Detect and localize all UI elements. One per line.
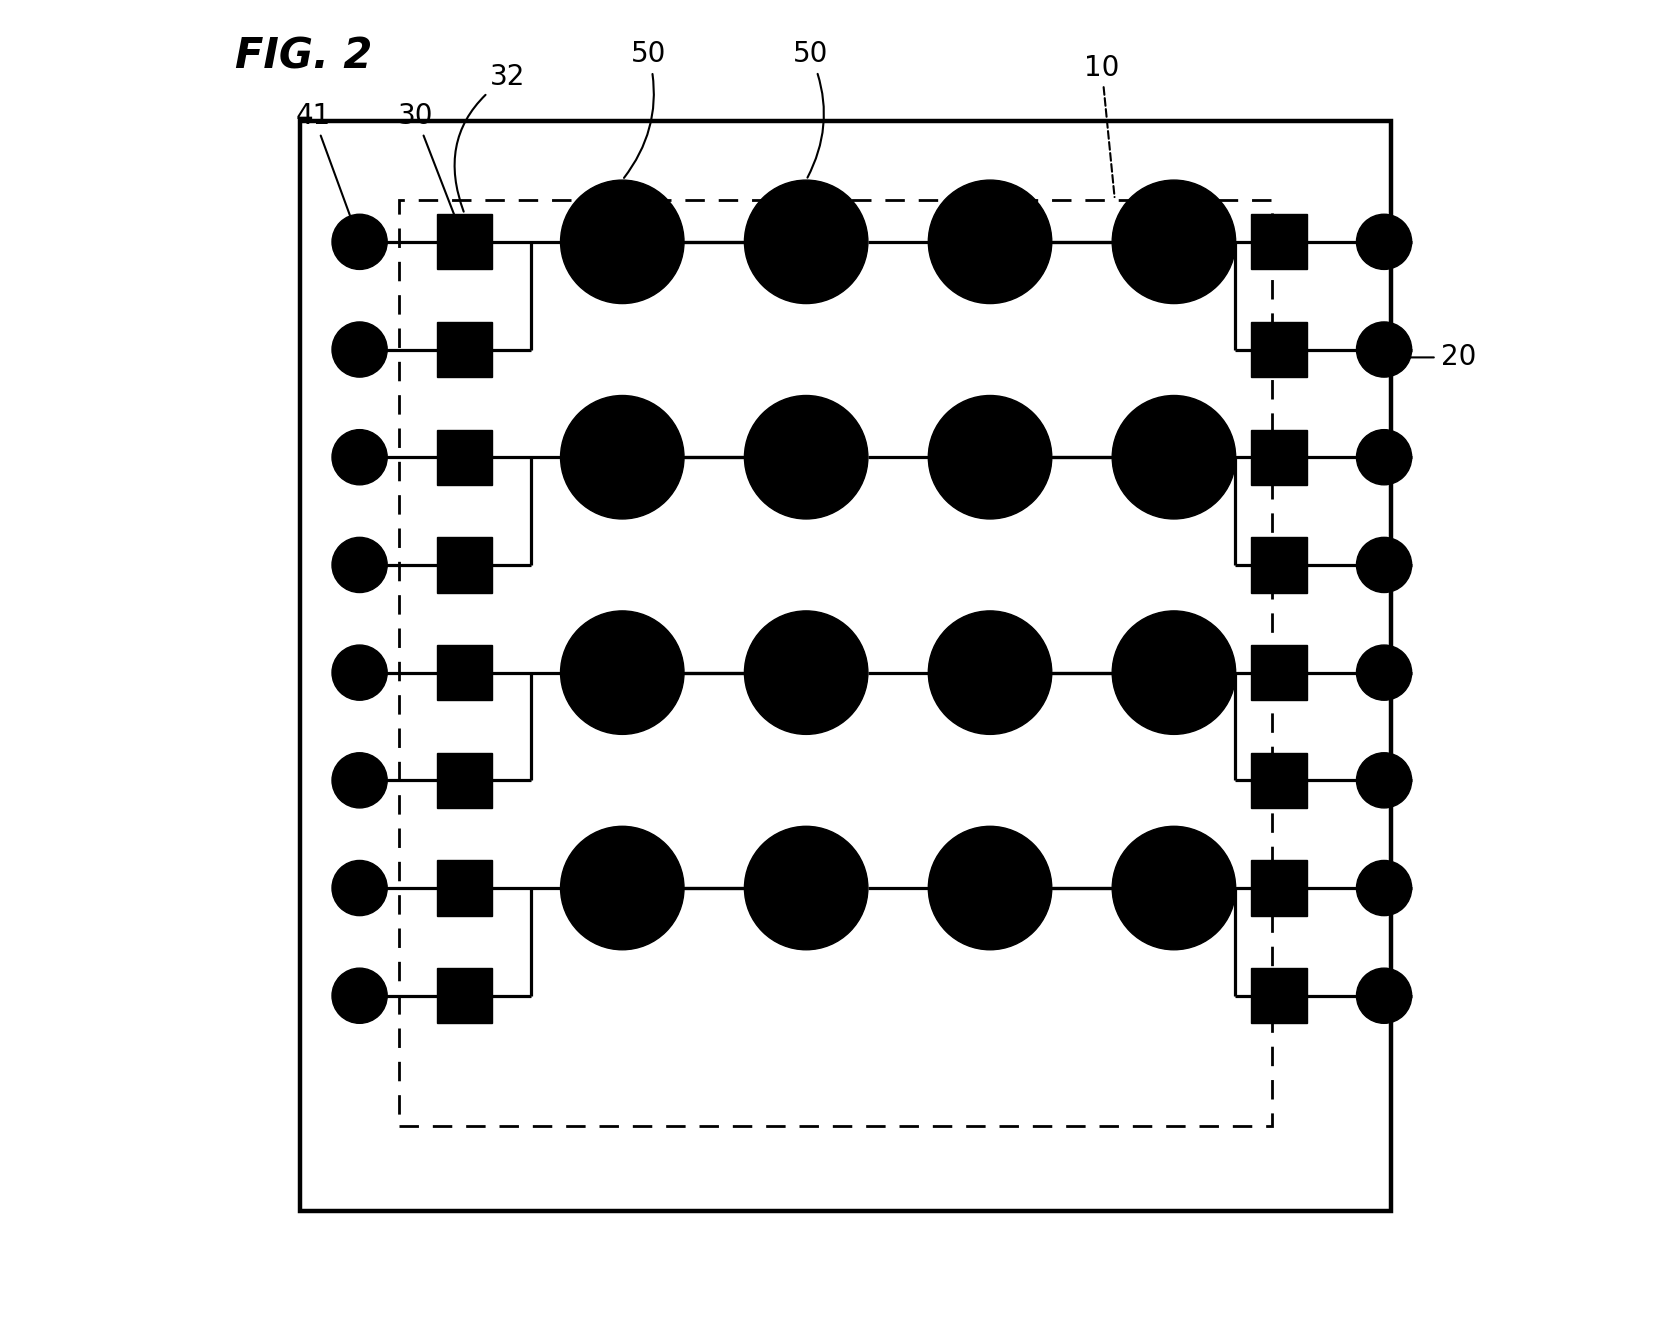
Circle shape — [1356, 968, 1411, 1024]
Text: FIG. 2: FIG. 2 — [235, 36, 373, 78]
Circle shape — [1113, 611, 1235, 735]
Bar — [300, 121, 1391, 1211]
Bar — [1252, 214, 1307, 269]
Bar — [1252, 645, 1307, 700]
Circle shape — [928, 611, 1052, 735]
Text: 10: 10 — [1084, 54, 1119, 197]
Text: 30: 30 — [398, 102, 463, 239]
Circle shape — [745, 826, 868, 950]
Circle shape — [332, 753, 388, 809]
Bar — [436, 645, 492, 700]
Circle shape — [560, 826, 685, 950]
Text: 32: 32 — [455, 63, 525, 211]
Circle shape — [928, 181, 1052, 303]
Circle shape — [1356, 214, 1411, 269]
Bar — [399, 199, 1272, 1126]
Circle shape — [560, 611, 685, 735]
Circle shape — [560, 396, 685, 518]
Text: 50: 50 — [624, 41, 666, 178]
Circle shape — [1113, 826, 1235, 950]
Circle shape — [1356, 322, 1411, 377]
Circle shape — [1113, 396, 1235, 518]
Circle shape — [745, 396, 868, 518]
Bar — [1252, 753, 1307, 809]
Circle shape — [1356, 645, 1411, 700]
Text: 50: 50 — [792, 41, 827, 178]
Circle shape — [1356, 430, 1411, 485]
Circle shape — [745, 611, 868, 735]
Circle shape — [332, 214, 388, 269]
Circle shape — [332, 430, 388, 485]
Circle shape — [928, 826, 1052, 950]
Bar — [436, 753, 492, 809]
Circle shape — [332, 968, 388, 1024]
Bar — [436, 430, 492, 485]
Circle shape — [332, 537, 388, 592]
Bar — [436, 537, 492, 592]
Circle shape — [1113, 181, 1235, 303]
Bar — [436, 322, 492, 377]
Bar — [1252, 968, 1307, 1024]
Bar — [1252, 430, 1307, 485]
Circle shape — [332, 860, 388, 915]
Bar — [1252, 537, 1307, 592]
Bar — [436, 214, 492, 269]
Circle shape — [1356, 860, 1411, 915]
Circle shape — [332, 645, 388, 700]
Circle shape — [332, 322, 388, 377]
Circle shape — [1356, 537, 1411, 592]
Circle shape — [560, 181, 685, 303]
Bar — [1252, 322, 1307, 377]
Text: 41: 41 — [295, 102, 359, 239]
Bar — [1252, 860, 1307, 915]
Bar — [436, 968, 492, 1024]
Bar — [436, 860, 492, 915]
Circle shape — [928, 396, 1052, 518]
Circle shape — [745, 181, 868, 303]
Circle shape — [1356, 753, 1411, 809]
Text: 20: 20 — [1440, 343, 1477, 372]
